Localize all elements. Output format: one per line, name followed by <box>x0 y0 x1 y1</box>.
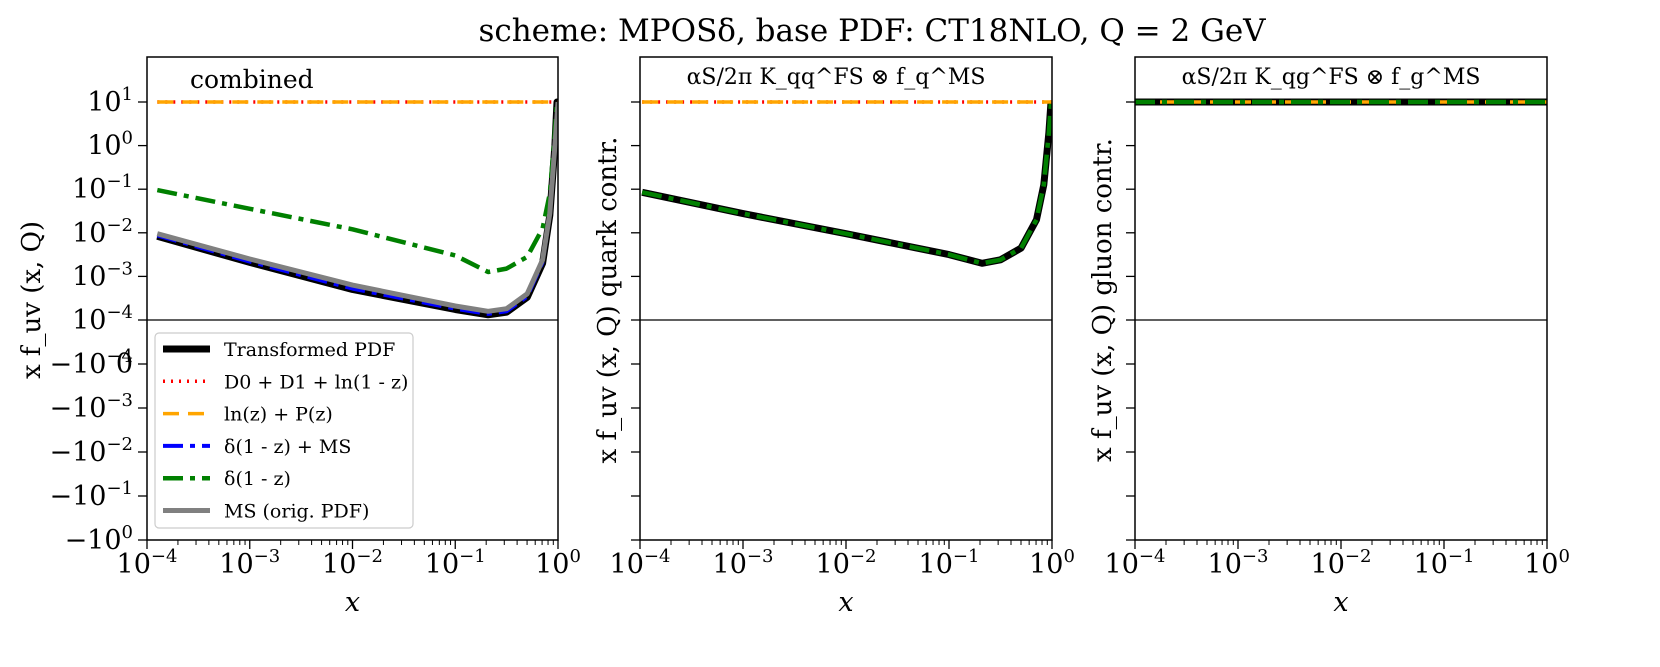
y-tick-label: −10−3 <box>49 390 133 424</box>
series--1-z--line <box>156 101 558 275</box>
x-tick-label: 100 <box>1029 546 1075 580</box>
panel-label: αS/2π K_qq^FS ⊗ f_q^MS <box>687 65 986 90</box>
x-tick-label: 10−4 <box>117 546 178 580</box>
series-group <box>156 98 558 319</box>
legend-label: MS (orig. PDF) <box>224 501 369 523</box>
y-tick-label: 10−1 <box>72 171 133 205</box>
y-axis-label: x f_uv (x, Q) <box>17 221 47 379</box>
y-tick-label: 10−3 <box>72 258 133 292</box>
legend-label: δ(1 - z) <box>224 468 291 490</box>
legend-label: δ(1 - z) + MS <box>224 436 351 458</box>
y-tick-label: −100 <box>65 522 133 556</box>
series--1-z--line <box>641 101 1052 266</box>
x-tick-label: 10−2 <box>816 546 877 580</box>
y-axis-label: x f_uv (x, Q) quark contr. <box>593 137 623 464</box>
y-tick-label: 10−2 <box>72 215 133 249</box>
x-tick-label: 10−2 <box>1311 546 1372 580</box>
legend: Transformed PDF D0 + D1 + ln(1 - z) ln(z) … <box>154 332 414 529</box>
figure-title: scheme: MPOSδ, base PDF: CT18NLO, Q = 2 … <box>478 13 1266 49</box>
axes-frame <box>1134 56 1548 541</box>
x-tick-label: 10−2 <box>322 546 383 580</box>
y-tick-label: 0 <box>116 349 133 380</box>
panel-label: αS/2π K_qg^FS ⊗ f_g^MS <box>1182 65 1481 90</box>
x-tick-label: 10−4 <box>610 546 671 580</box>
x-tick-label: 100 <box>1524 546 1570 580</box>
legend-box <box>154 332 414 529</box>
y-tick-label: 10−4 <box>72 302 133 336</box>
legend-label: Transformed PDF <box>224 339 395 361</box>
x-tick-label: 10−1 <box>919 546 980 580</box>
x-tick-label: 10−1 <box>425 546 486 580</box>
y-tick-label: 101 <box>87 84 133 118</box>
series-transformed-pdf-line <box>156 98 558 319</box>
x-axis-label: x <box>345 587 360 618</box>
x-tick-label: 100 <box>535 546 581 580</box>
series--1-z-ms-line <box>156 101 558 316</box>
series-group <box>641 100 1052 267</box>
x-tick-label: 10−3 <box>713 546 774 580</box>
y-axis-label: x f_uv (x, Q) gluon contr. <box>1088 138 1118 462</box>
panel-1: 10−4 10−3 10−2 10−1 100 101 100 10−1 10−2 10−3 10−… <box>17 56 581 618</box>
series-ms-orig-pdf--line <box>156 101 558 314</box>
legend-label: ln(z) + P(z) <box>224 404 333 426</box>
y-tick-label: 100 <box>87 128 133 162</box>
x-tick-label: 10−1 <box>1414 546 1475 580</box>
y-tick-label: −10−4 <box>49 346 133 380</box>
panel-3: 10−4 10−3 10−2 10−1 100 x x f_uv (x, Q) gluon … <box>1088 56 1570 618</box>
panel-2: 10−4 10−3 10−2 10−1 100 x x f_uv (x, Q) quark … <box>593 56 1075 618</box>
legend-label: D0 + D1 + ln(1 - z) <box>224 371 408 393</box>
y-tick-label: −10−1 <box>49 478 133 512</box>
panel-label: combined <box>190 65 314 94</box>
x-tick-label: 10−3 <box>1208 546 1269 580</box>
axes-frame <box>639 56 1053 541</box>
x-axis-label: x <box>1333 587 1348 618</box>
x-axis-label: x <box>838 587 853 618</box>
y-tick-label: −10−2 <box>49 434 133 468</box>
series-transformed-pdf-line <box>641 101 1052 267</box>
x-tick-label: 10−3 <box>219 546 280 580</box>
x-tick-label: 10−4 <box>1105 546 1166 580</box>
plot-layer: 10−4 10−3 10−2 10−1 10010110010−110−210−310−… <box>17 56 1570 618</box>
